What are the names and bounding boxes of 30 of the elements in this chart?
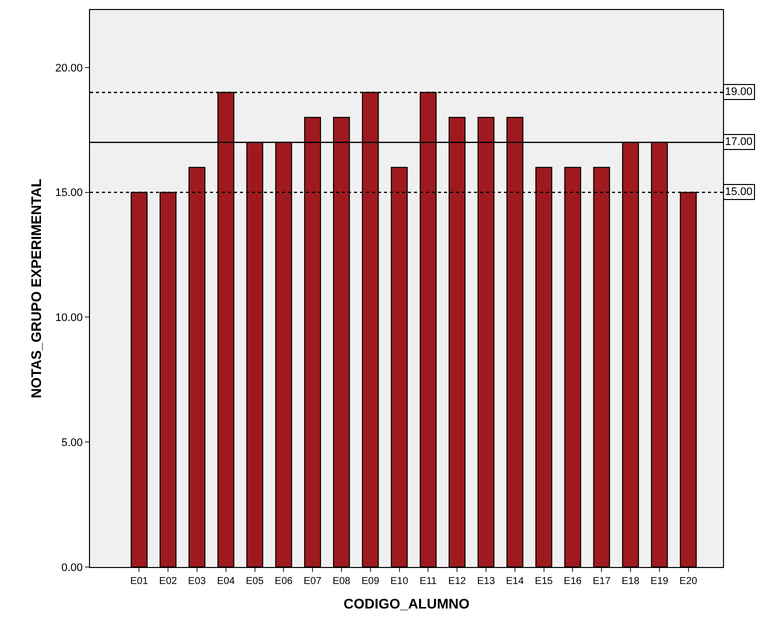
x-tick-label: E08	[332, 576, 351, 587]
x-tick-label: E04	[216, 576, 236, 587]
x-tick-label: E16	[564, 576, 582, 587]
x-tick-label: E19	[650, 576, 669, 587]
y-tick-label: 20.00	[55, 62, 83, 74]
x-tick-label: E11	[420, 576, 438, 587]
x-tick-label: E20	[679, 576, 698, 587]
y-tick-label: 5.00	[61, 436, 83, 449]
x-tick-label: E18	[622, 576, 640, 587]
y-axis-title: NOTAS_GRUPO EXPERIMENTAL	[28, 178, 44, 398]
y-tick-label: 15.00	[55, 187, 83, 200]
x-tick-label: E13	[477, 576, 496, 587]
ref-line-label: 15.00	[725, 186, 753, 198]
x-tick-label: E01	[130, 576, 148, 587]
y-tick-label: 0.00	[61, 562, 83, 574]
x-tick-label: E10	[390, 576, 409, 587]
x-tick-label: E05	[246, 576, 264, 587]
x-axis-title: CODIGO_ALUMNO	[344, 595, 470, 612]
x-tick-label: E07	[304, 576, 322, 587]
ref-line-label: 19.00	[725, 86, 753, 98]
x-tick-label: E06	[274, 576, 293, 587]
ref-line-label: 17.00	[725, 136, 753, 148]
x-tick-label: E14	[506, 576, 524, 587]
x-tick-label: E03	[188, 576, 206, 587]
x-tick-label: E12	[448, 576, 466, 587]
x-tick-label: E17	[592, 576, 611, 587]
y-tick-label: 10.00	[55, 312, 83, 324]
x-tick-label: E15	[534, 576, 554, 587]
x-tick-label: E02	[159, 576, 178, 587]
x-tick-label: E09	[361, 576, 380, 587]
